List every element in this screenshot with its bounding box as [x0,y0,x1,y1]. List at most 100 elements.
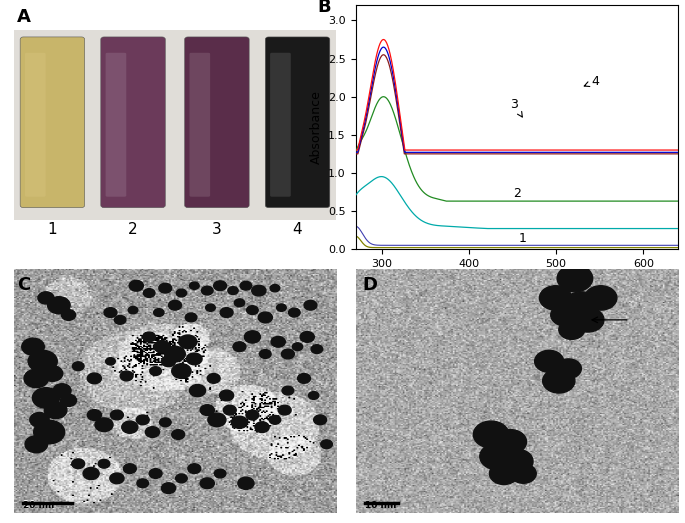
Circle shape [200,405,214,415]
Circle shape [501,449,533,473]
Circle shape [245,331,260,343]
Circle shape [87,410,101,420]
Circle shape [271,336,285,347]
Circle shape [142,332,155,342]
Circle shape [304,300,317,310]
Circle shape [143,289,155,298]
Bar [14,30,336,220]
Circle shape [136,415,149,425]
Circle shape [83,468,99,480]
Circle shape [30,413,49,427]
Circle shape [534,350,564,372]
Circle shape [175,474,187,483]
Text: 4: 4 [292,222,302,237]
Y-axis label: Absorbance: Absorbance [310,90,323,164]
Circle shape [87,373,101,384]
Circle shape [314,415,327,425]
Circle shape [208,413,226,427]
Circle shape [172,429,185,439]
Circle shape [190,384,205,396]
Text: 3: 3 [212,222,222,237]
Circle shape [110,410,123,420]
Circle shape [162,483,175,494]
Circle shape [300,332,314,342]
Circle shape [186,313,197,322]
FancyBboxPatch shape [101,37,165,208]
Circle shape [208,373,220,383]
Circle shape [495,429,527,454]
FancyBboxPatch shape [25,53,46,197]
Circle shape [123,464,136,473]
Circle shape [321,440,332,449]
Circle shape [233,342,246,351]
Text: B: B [317,0,331,16]
Text: 1: 1 [47,222,58,237]
Text: 4: 4 [584,75,599,88]
Circle shape [28,350,58,372]
Text: 3: 3 [510,98,523,117]
Circle shape [214,469,226,478]
Circle shape [114,315,126,324]
Circle shape [277,304,286,311]
Circle shape [150,367,162,376]
Circle shape [311,345,323,354]
FancyBboxPatch shape [105,53,126,197]
Circle shape [32,388,60,408]
Circle shape [540,286,572,310]
Circle shape [164,346,186,362]
Circle shape [201,286,213,295]
Circle shape [200,478,214,488]
Circle shape [149,469,162,479]
Circle shape [258,312,273,323]
FancyBboxPatch shape [185,37,249,208]
Circle shape [25,436,47,453]
Circle shape [490,462,519,484]
Circle shape [104,308,117,317]
Circle shape [564,292,599,319]
Text: 2: 2 [513,187,521,200]
Circle shape [153,309,164,316]
Circle shape [160,418,171,427]
Circle shape [154,340,170,353]
Circle shape [219,390,234,401]
Circle shape [105,358,115,365]
Circle shape [73,362,84,371]
Circle shape [172,364,191,379]
Circle shape [122,421,138,433]
Circle shape [72,459,85,469]
Text: 20 nm: 20 nm [23,500,55,509]
Circle shape [228,287,238,294]
Circle shape [128,306,138,314]
Circle shape [62,310,75,321]
FancyBboxPatch shape [265,37,329,208]
Circle shape [95,418,113,431]
Circle shape [220,308,233,317]
Text: 20 nm: 20 nm [23,501,55,510]
X-axis label: Wavelength (nm): Wavelength (nm) [456,275,577,288]
Circle shape [260,349,271,358]
Circle shape [137,479,149,487]
Circle shape [232,416,247,428]
Circle shape [60,394,77,406]
Circle shape [288,308,300,317]
Circle shape [186,353,202,365]
Circle shape [22,338,45,355]
Circle shape [556,359,582,379]
Circle shape [206,304,215,311]
Circle shape [584,286,617,310]
Circle shape [510,464,536,483]
Text: 10 nm: 10 nm [365,501,397,510]
FancyBboxPatch shape [270,53,290,197]
Circle shape [270,285,279,292]
Circle shape [292,343,303,350]
Circle shape [45,402,67,418]
Circle shape [53,384,71,397]
Circle shape [282,386,294,395]
Circle shape [145,427,160,437]
Circle shape [240,281,252,290]
Circle shape [278,405,291,415]
Circle shape [159,283,172,293]
Circle shape [223,405,236,415]
Circle shape [24,369,49,388]
Circle shape [297,373,310,383]
